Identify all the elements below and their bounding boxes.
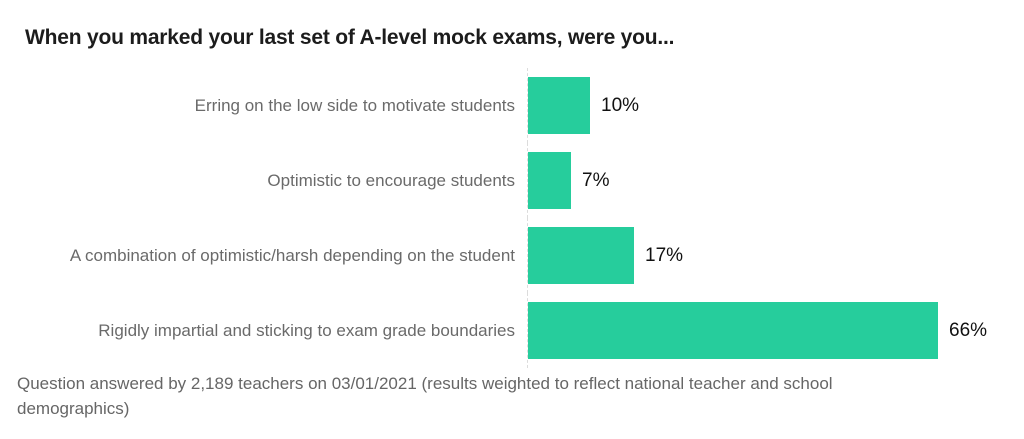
bar-row: A combination of optimistic/harsh depend… bbox=[0, 218, 1024, 293]
bar-row: Erring on the low side to motivate stude… bbox=[0, 68, 1024, 143]
category-label: Erring on the low side to motivate stude… bbox=[194, 95, 515, 115]
bar-row: Rigidly impartial and sticking to exam g… bbox=[0, 293, 1024, 368]
bar bbox=[528, 77, 590, 134]
footnote-line: demographics) bbox=[17, 399, 130, 418]
bar bbox=[528, 152, 571, 209]
value-label: 10% bbox=[601, 94, 640, 116]
plot-area: 10% bbox=[527, 68, 1024, 143]
bar bbox=[528, 302, 938, 359]
chart-title: When you marked your last set of A-level… bbox=[25, 26, 675, 49]
bar bbox=[528, 227, 634, 284]
value-label: 66% bbox=[949, 319, 988, 341]
category-label: A combination of optimistic/harsh depend… bbox=[69, 245, 515, 265]
bar-row: Optimistic to encourage students 7% bbox=[0, 143, 1024, 218]
plot-area: 17% bbox=[527, 218, 1024, 293]
value-label: 17% bbox=[645, 244, 684, 266]
category-label: Rigidly impartial and sticking to exam g… bbox=[98, 320, 515, 340]
bar-chart: Erring on the low side to motivate stude… bbox=[0, 68, 1024, 368]
footnote-line: Question answered by 2,189 teachers on 0… bbox=[17, 374, 833, 393]
footnote: Question answered by 2,189 teachers on 0… bbox=[17, 371, 833, 421]
value-label: 7% bbox=[582, 169, 610, 191]
plot-area: 7% bbox=[527, 143, 1024, 218]
category-label: Optimistic to encourage students bbox=[267, 170, 515, 190]
plot-area: 66% bbox=[527, 293, 1024, 368]
